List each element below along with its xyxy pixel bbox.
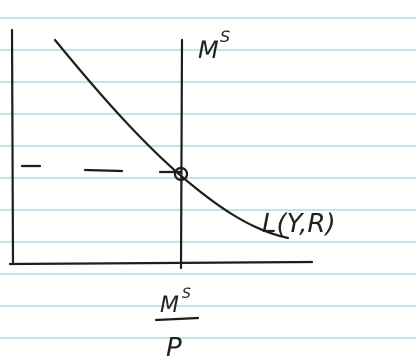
paper-lines (0, 18, 416, 338)
x-label-numerator-sup: S (182, 286, 191, 302)
money-supply-line (181, 40, 182, 268)
supply-label: M (198, 36, 219, 64)
x-label-denominator: P (166, 333, 182, 363)
x-axis (10, 262, 312, 264)
dashed-line (22, 166, 180, 172)
demand-label: L(Y,R) (262, 209, 336, 239)
demand-curve (55, 40, 288, 238)
supply-label-sup: S (220, 27, 230, 46)
y-axis (12, 30, 13, 262)
diagram: M S L(Y,R) M S P (0, 0, 416, 364)
x-label-numerator: M (160, 293, 179, 318)
fraction-bar (156, 318, 198, 320)
